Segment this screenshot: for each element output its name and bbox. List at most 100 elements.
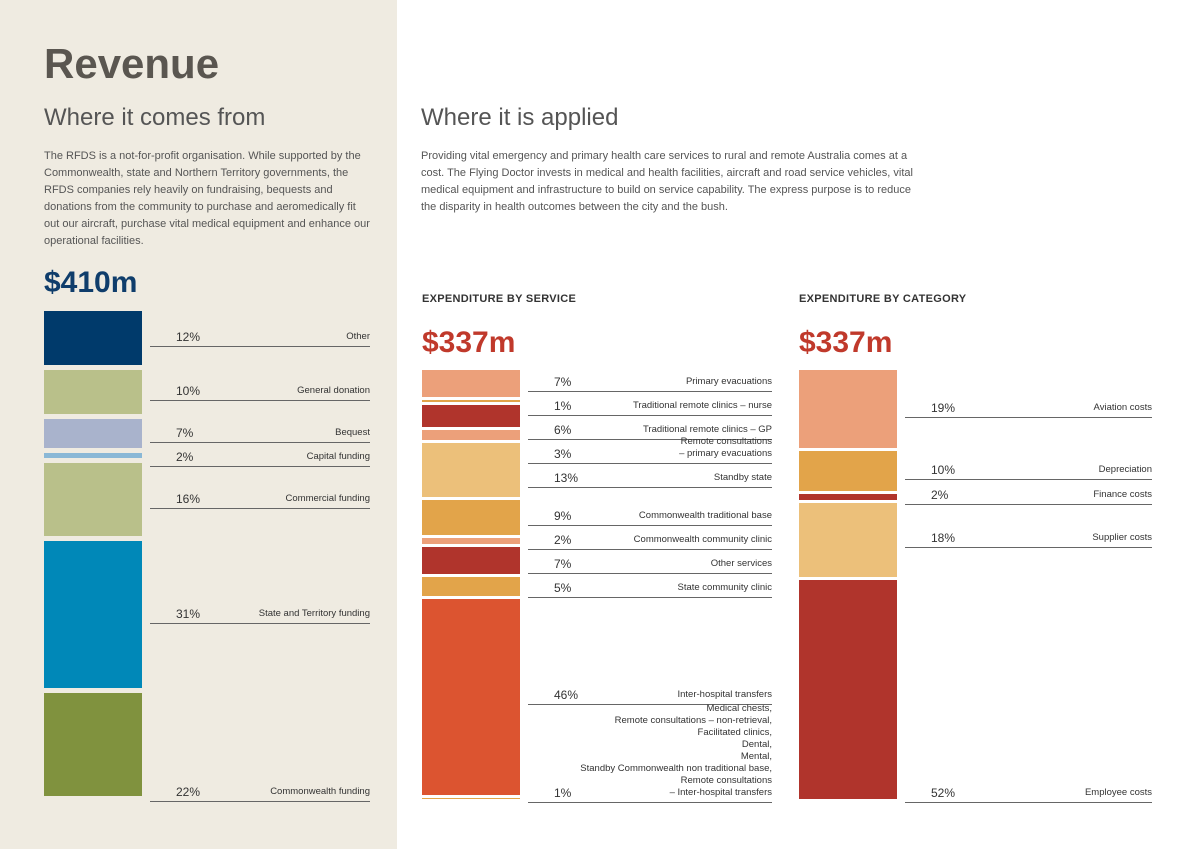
label-row: 31% State and Territory funding bbox=[150, 603, 370, 625]
category-label: Other bbox=[346, 331, 370, 343]
bar-segment bbox=[44, 418, 142, 449]
bar-segment bbox=[799, 451, 897, 492]
category-label: State community clinic bbox=[677, 582, 772, 594]
bar-segment bbox=[44, 462, 142, 537]
category-label: Traditional remote clinics – nurse bbox=[632, 400, 772, 412]
category-label: Commercial funding bbox=[285, 493, 370, 505]
bar-segment bbox=[44, 453, 142, 458]
bar-segment bbox=[422, 577, 520, 596]
value-label: 31% bbox=[176, 607, 201, 622]
label-row: 16% Commercial funding bbox=[150, 488, 370, 510]
value-label: 2% bbox=[176, 449, 194, 464]
value-label: 2% bbox=[931, 488, 949, 503]
bar-segment bbox=[422, 538, 520, 545]
category-label: Commonwealth traditional base bbox=[638, 510, 772, 522]
category-label: Remote consultations – primary evacuatio… bbox=[679, 436, 772, 460]
label-row: 7% Other services bbox=[528, 553, 772, 575]
value-label: 12% bbox=[176, 330, 201, 345]
category-label: State and Territory funding bbox=[258, 608, 370, 620]
bar-segment bbox=[422, 400, 520, 402]
chart-total: $410m bbox=[44, 266, 138, 299]
category-label: Capital funding bbox=[306, 450, 370, 462]
label-row: 22% Commonwealth funding bbox=[150, 781, 370, 802]
bar-segment bbox=[799, 579, 897, 799]
bar-segment bbox=[799, 494, 897, 500]
chart-subtitle: EXPENDITURE BY CATEGORY bbox=[799, 293, 967, 305]
category-label: Commonwealth funding bbox=[270, 786, 370, 797]
bar-segment bbox=[799, 502, 897, 577]
left-heading: Where it comes from bbox=[44, 104, 266, 131]
category-label: Depreciation bbox=[1098, 463, 1152, 475]
chart-total: $337m bbox=[422, 326, 516, 359]
category-label: Employee costs bbox=[1084, 787, 1152, 798]
value-label: 22% bbox=[176, 785, 201, 799]
value-label: 7% bbox=[554, 557, 572, 572]
label-row: 2% Capital funding bbox=[150, 446, 370, 467]
label-row: 12% Other bbox=[150, 326, 370, 348]
value-label: 3% bbox=[554, 447, 572, 462]
category-label: Primary evacuations bbox=[685, 376, 772, 388]
bar-segment bbox=[799, 370, 897, 449]
bar-segment bbox=[422, 370, 520, 398]
label-row: 6% Traditional remote clinics – GP bbox=[528, 419, 772, 441]
label-row: 13% Standby state bbox=[528, 467, 772, 489]
label-row: 3% Remote consultations – primary evacuat… bbox=[528, 436, 772, 465]
value-label: 6% bbox=[554, 423, 572, 438]
value-label: 9% bbox=[554, 509, 572, 524]
value-label: 1% bbox=[554, 786, 572, 800]
value-label: 13% bbox=[554, 471, 579, 486]
bar-segment bbox=[422, 443, 520, 497]
value-label: 5% bbox=[554, 581, 572, 596]
right-heading: Where it is applied bbox=[421, 104, 619, 131]
label-row: 52% Employee costs bbox=[905, 782, 1152, 803]
category-label: Medical chests, Remote consultations – n… bbox=[580, 703, 772, 798]
label-row: 10% General donation bbox=[150, 380, 370, 402]
chart-subtitle: EXPENDITURE BY SERVICE bbox=[422, 293, 577, 305]
label-row: 2% Commonwealth community clinic bbox=[528, 529, 772, 551]
value-label: 10% bbox=[931, 462, 956, 477]
label-row: 7% Bequest bbox=[150, 422, 370, 443]
bar-segment bbox=[44, 369, 142, 414]
category-label: Bequest bbox=[335, 426, 370, 438]
bar-segment bbox=[422, 547, 520, 575]
value-label: 10% bbox=[176, 384, 201, 399]
bar-segment bbox=[422, 404, 520, 428]
value-label: 18% bbox=[931, 531, 956, 546]
value-label: 1% bbox=[554, 399, 572, 414]
label-row: 18% Supplier costs bbox=[905, 527, 1152, 549]
category-label: Inter-hospital transfers bbox=[677, 689, 772, 701]
label-row: 19% Aviation costs bbox=[905, 397, 1152, 418]
value-label: 16% bbox=[176, 492, 201, 507]
bar-segment bbox=[44, 693, 142, 796]
value-label: 52% bbox=[931, 786, 956, 800]
bar-segment bbox=[422, 797, 520, 799]
value-label: 7% bbox=[554, 375, 572, 390]
label-row: 1% Traditional remote clinics – nurse bbox=[528, 395, 772, 417]
label-row: 46% Inter-hospital transfers bbox=[528, 684, 772, 706]
category-label: Aviation costs bbox=[1093, 401, 1152, 413]
label-row: 7% Primary evacuations bbox=[528, 371, 772, 393]
label-row: 2% Finance costs bbox=[905, 484, 1152, 506]
page-title: Revenue bbox=[44, 40, 220, 87]
category-label: General donation bbox=[297, 385, 370, 397]
value-label: 19% bbox=[931, 400, 956, 415]
bar-segment bbox=[422, 598, 520, 795]
category-label: Standby state bbox=[713, 472, 772, 484]
label-row: 10% Depreciation bbox=[905, 459, 1152, 480]
value-label: 2% bbox=[554, 533, 572, 548]
category-label: Other services bbox=[710, 558, 772, 570]
label-row: 1% Medical chests, Remote consultations –… bbox=[528, 703, 772, 803]
bar-segment bbox=[422, 499, 520, 536]
category-label: Traditional remote clinics – GP bbox=[642, 424, 772, 436]
bar-segment bbox=[44, 541, 142, 689]
right-text: Providing vital emergency and primary he… bbox=[421, 150, 913, 213]
left-text: The RFDS is a not-for-profit organisatio… bbox=[44, 150, 370, 247]
bar-segment bbox=[422, 430, 520, 441]
chart-total: $337m bbox=[799, 326, 893, 359]
label-row: 9% Commonwealth traditional base bbox=[528, 505, 772, 527]
category-label: Supplier costs bbox=[1092, 532, 1152, 544]
category-label: Finance costs bbox=[1093, 489, 1152, 501]
label-row: 5% State community clinic bbox=[528, 577, 772, 599]
value-label: 7% bbox=[176, 425, 194, 440]
